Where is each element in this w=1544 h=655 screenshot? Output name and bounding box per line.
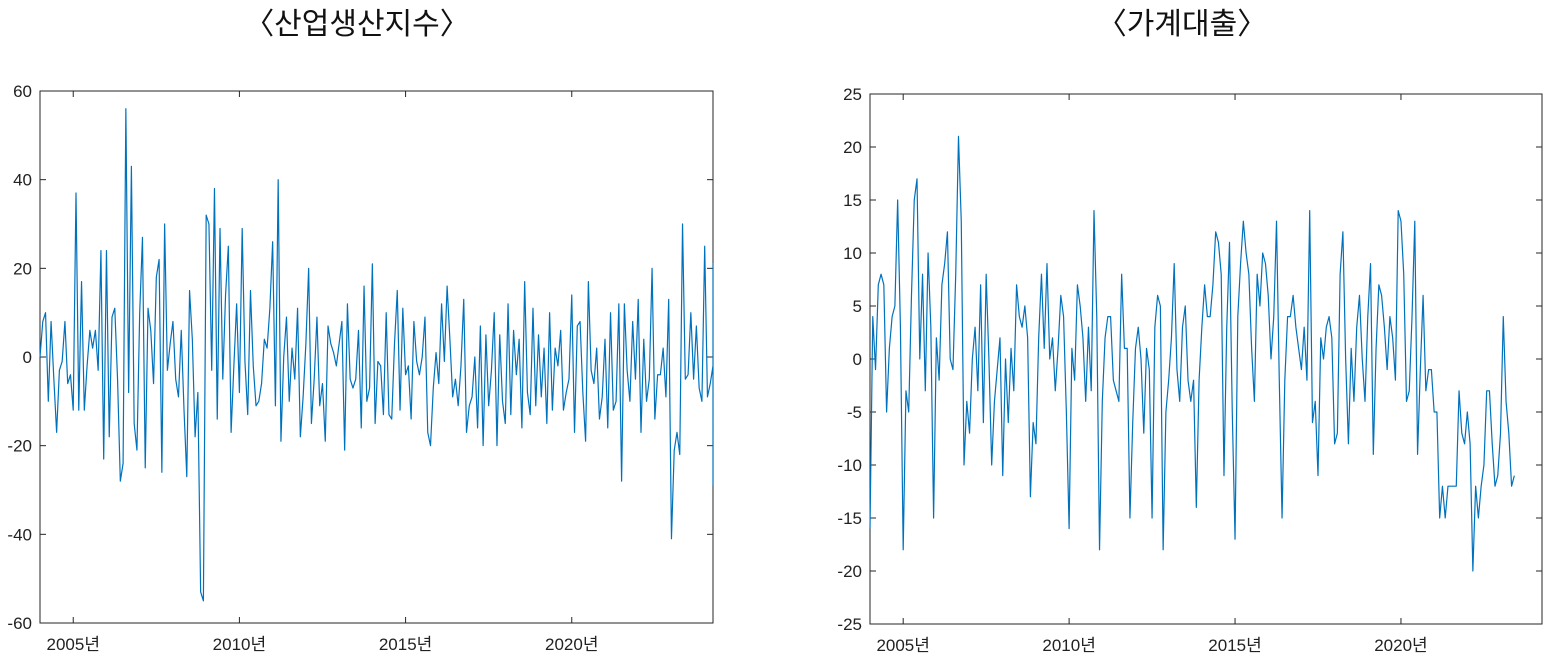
y-tick-label: 5 bbox=[853, 297, 862, 316]
y-tick-label: -5 bbox=[847, 403, 862, 422]
chart-title-industrial-production: 〈산업생산지수〉 bbox=[244, 7, 470, 42]
line-series-industrial-production bbox=[39, 108, 714, 602]
x-tick-label: 2005년 bbox=[47, 635, 100, 654]
industrial-production-chart: 〈산업생산지수〉 2005년 2010년 2015년 2020년 -60 -40 -20 0… bbox=[7, 7, 714, 654]
y-tick-label: -25 bbox=[837, 615, 862, 634]
chart-title-household-loan: 〈가계대출〉 bbox=[1097, 7, 1267, 42]
y-tick-label: -20 bbox=[837, 562, 862, 581]
x-axis-household-loan: 2005년 2010년 2015년 2020년 bbox=[876, 94, 1428, 655]
y-tick-label: 20 bbox=[13, 259, 32, 278]
y-tick-label: -10 bbox=[837, 456, 862, 475]
x-tick-label: 2015년 bbox=[1208, 636, 1261, 655]
y-tick-label: 0 bbox=[853, 350, 862, 369]
household-loan-chart: 〈가계대출〉 2005년 2010년 2015년 2020년 -25 -20 -15 -10… bbox=[837, 7, 1543, 655]
y-tick-label: 20 bbox=[843, 138, 862, 157]
y-tick-label: 60 bbox=[13, 82, 32, 101]
y-tick-label: -15 bbox=[837, 509, 862, 528]
y-tick-label: 0 bbox=[23, 348, 32, 367]
x-tick-label: 2005년 bbox=[876, 636, 929, 655]
x-tick-label: 2010년 bbox=[1042, 636, 1095, 655]
y-tick-label: 25 bbox=[843, 85, 862, 104]
x-tick-label: 2020년 bbox=[1374, 636, 1427, 655]
plot-frame-household-loan bbox=[869, 93, 1543, 625]
y-tick-label: -60 bbox=[7, 614, 32, 633]
y-tick-label: 10 bbox=[843, 244, 862, 263]
x-tick-label: 2015년 bbox=[379, 635, 432, 654]
y-axis-household-loan: -25 -20 -15 -10 -5 0 5 10 15 20 25 bbox=[837, 85, 1542, 634]
y-tick-label: -20 bbox=[7, 437, 32, 456]
y-axis-industrial-production: -60 -40 -20 0 20 40 60 bbox=[7, 82, 713, 633]
x-tick-label: 2020년 bbox=[545, 635, 598, 654]
line-series-household-loan bbox=[869, 135, 1515, 572]
y-tick-label: 40 bbox=[13, 171, 32, 190]
x-tick-label: 2010년 bbox=[213, 635, 266, 654]
x-axis-industrial-production: 2005년 2010년 2015년 2020년 bbox=[47, 91, 598, 654]
y-tick-label: -40 bbox=[7, 525, 32, 544]
y-tick-label: 15 bbox=[843, 191, 862, 210]
